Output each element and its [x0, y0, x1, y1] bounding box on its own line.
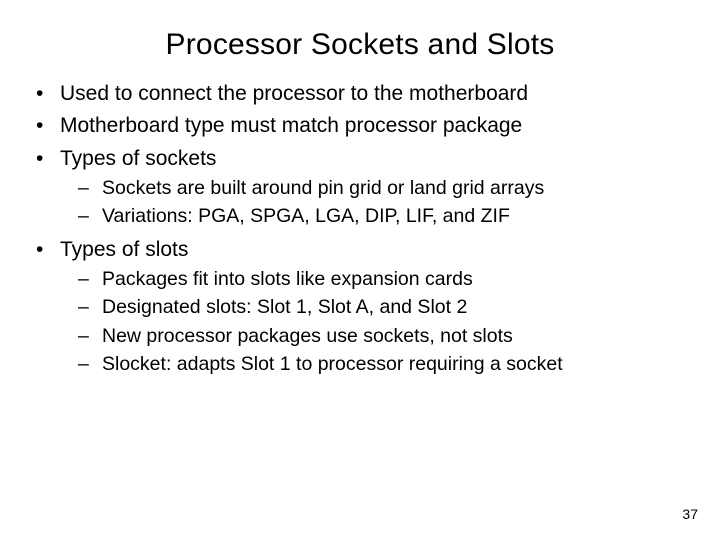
sub-bullet-text: Slocket: adapts Slot 1 to processor requ… — [102, 353, 563, 375]
sub-bullet-list: Packages fit into slots like expansion c… — [60, 266, 702, 377]
bullet-item: Types of slots Packages fit into slots l… — [18, 236, 702, 378]
slide-content: Used to connect the processor to the mot… — [0, 80, 720, 377]
slide: Processor Sockets and Slots Used to conn… — [0, 0, 720, 540]
sub-bullet-text: Packages fit into slots like expansion c… — [102, 268, 473, 290]
bullet-item: Types of sockets Sockets are built aroun… — [18, 145, 702, 230]
sub-bullet-text: Designated slots: Slot 1, Slot A, and Sl… — [102, 296, 467, 318]
sub-bullet-item: Designated slots: Slot 1, Slot A, and Sl… — [60, 294, 702, 320]
bullet-text: Used to connect the processor to the mot… — [60, 82, 528, 105]
sub-bullet-text: Variations: PGA, SPGA, LGA, DIP, LIF, an… — [102, 205, 510, 227]
slide-title: Processor Sockets and Slots — [0, 0, 720, 76]
sub-bullet-item: Packages fit into slots like expansion c… — [60, 266, 702, 292]
sub-bullet-text: New processor packages use sockets, not … — [102, 325, 513, 347]
bullet-text: Types of slots — [60, 238, 188, 261]
sub-bullet-item: Variations: PGA, SPGA, LGA, DIP, LIF, an… — [60, 203, 702, 229]
sub-bullet-item: Sockets are built around pin grid or lan… — [60, 175, 702, 201]
bullet-text: Motherboard type must match processor pa… — [60, 114, 522, 137]
bullet-item: Used to connect the processor to the mot… — [18, 80, 702, 108]
sub-bullet-item: Slocket: adapts Slot 1 to processor requ… — [60, 351, 702, 377]
page-number: 37 — [682, 506, 698, 522]
bullet-list: Used to connect the processor to the mot… — [18, 80, 702, 377]
sub-bullet-item: New processor packages use sockets, not … — [60, 323, 702, 349]
bullet-text: Types of sockets — [60, 147, 216, 170]
sub-bullet-text: Sockets are built around pin grid or lan… — [102, 177, 544, 199]
bullet-item: Motherboard type must match processor pa… — [18, 112, 702, 140]
sub-bullet-list: Sockets are built around pin grid or lan… — [60, 175, 702, 230]
